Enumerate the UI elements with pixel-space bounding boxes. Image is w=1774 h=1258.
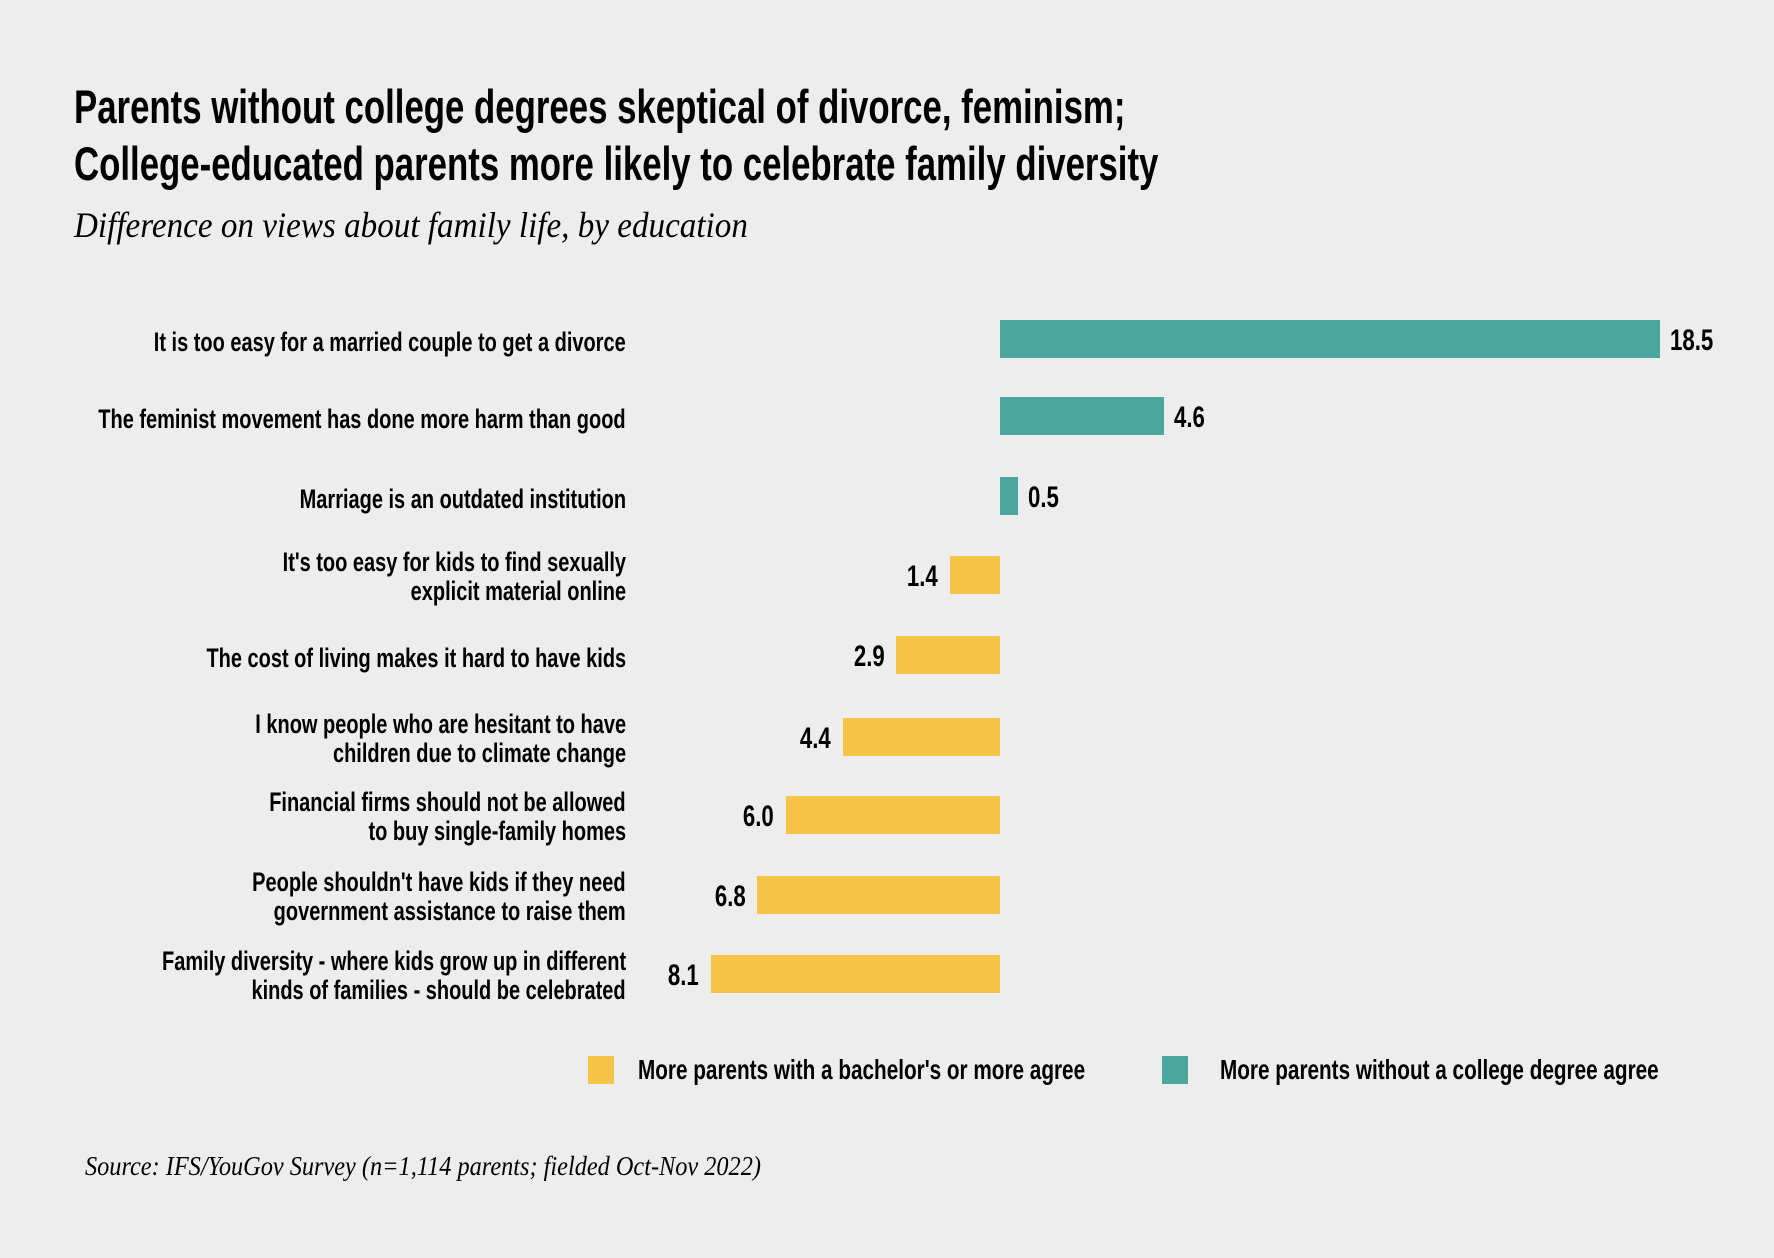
bar (710, 955, 1000, 993)
data-label: 6.8 (714, 880, 746, 913)
bar (950, 556, 1000, 594)
data-label: 6.0 (742, 800, 774, 833)
category-label: I know people who are hesitant to have ch… (255, 709, 626, 768)
data-label: 2.9 (853, 640, 885, 673)
chart-title: Parents without college degrees skeptica… (74, 78, 1539, 192)
legend-label: More parents with a bachelor's or more a… (638, 1054, 1086, 1085)
title-line-1: Parents without college degrees skeptica… (74, 80, 1126, 133)
category-label: Financial firms should not be allowed to … (269, 787, 626, 846)
legend-swatch-yellow (588, 1056, 614, 1084)
bar (785, 796, 1000, 834)
data-label: 4.4 (800, 722, 831, 755)
category-label: Marriage is an outdated institution (299, 484, 626, 514)
bar (1000, 477, 1018, 515)
bar (896, 636, 1000, 674)
category-label: It is too easy for a married couple to g… (154, 327, 626, 357)
legend-label: More parents without a college degree ag… (1220, 1054, 1659, 1085)
bar (842, 718, 1000, 756)
category-label: The feminist movement has done more harm… (98, 404, 626, 434)
title-line-2: College-educated parents more likely to … (74, 137, 1159, 190)
data-label: 0.5 (1027, 481, 1059, 514)
legend-swatch-teal (1162, 1056, 1188, 1084)
data-label: 1.4 (907, 560, 939, 593)
category-label: People shouldn't have kids if they need g… (252, 867, 626, 926)
data-label: 4.6 (1174, 401, 1206, 434)
category-label: Family diversity - where kids grow up in… (161, 946, 626, 1005)
bar (757, 876, 1000, 914)
source-note: Source: IFS/YouGov Survey (n=1,114 paren… (85, 1151, 761, 1181)
bar (1000, 397, 1165, 435)
chart-subtitle: Difference on views about family life, b… (74, 205, 748, 245)
data-label: 8.1 (667, 959, 699, 992)
data-label: 18.5 (1670, 324, 1714, 357)
bar (1000, 320, 1661, 358)
category-label: It's too easy for kids to find sexually e… (282, 547, 626, 606)
category-label: The cost of living makes it hard to have… (206, 643, 626, 673)
